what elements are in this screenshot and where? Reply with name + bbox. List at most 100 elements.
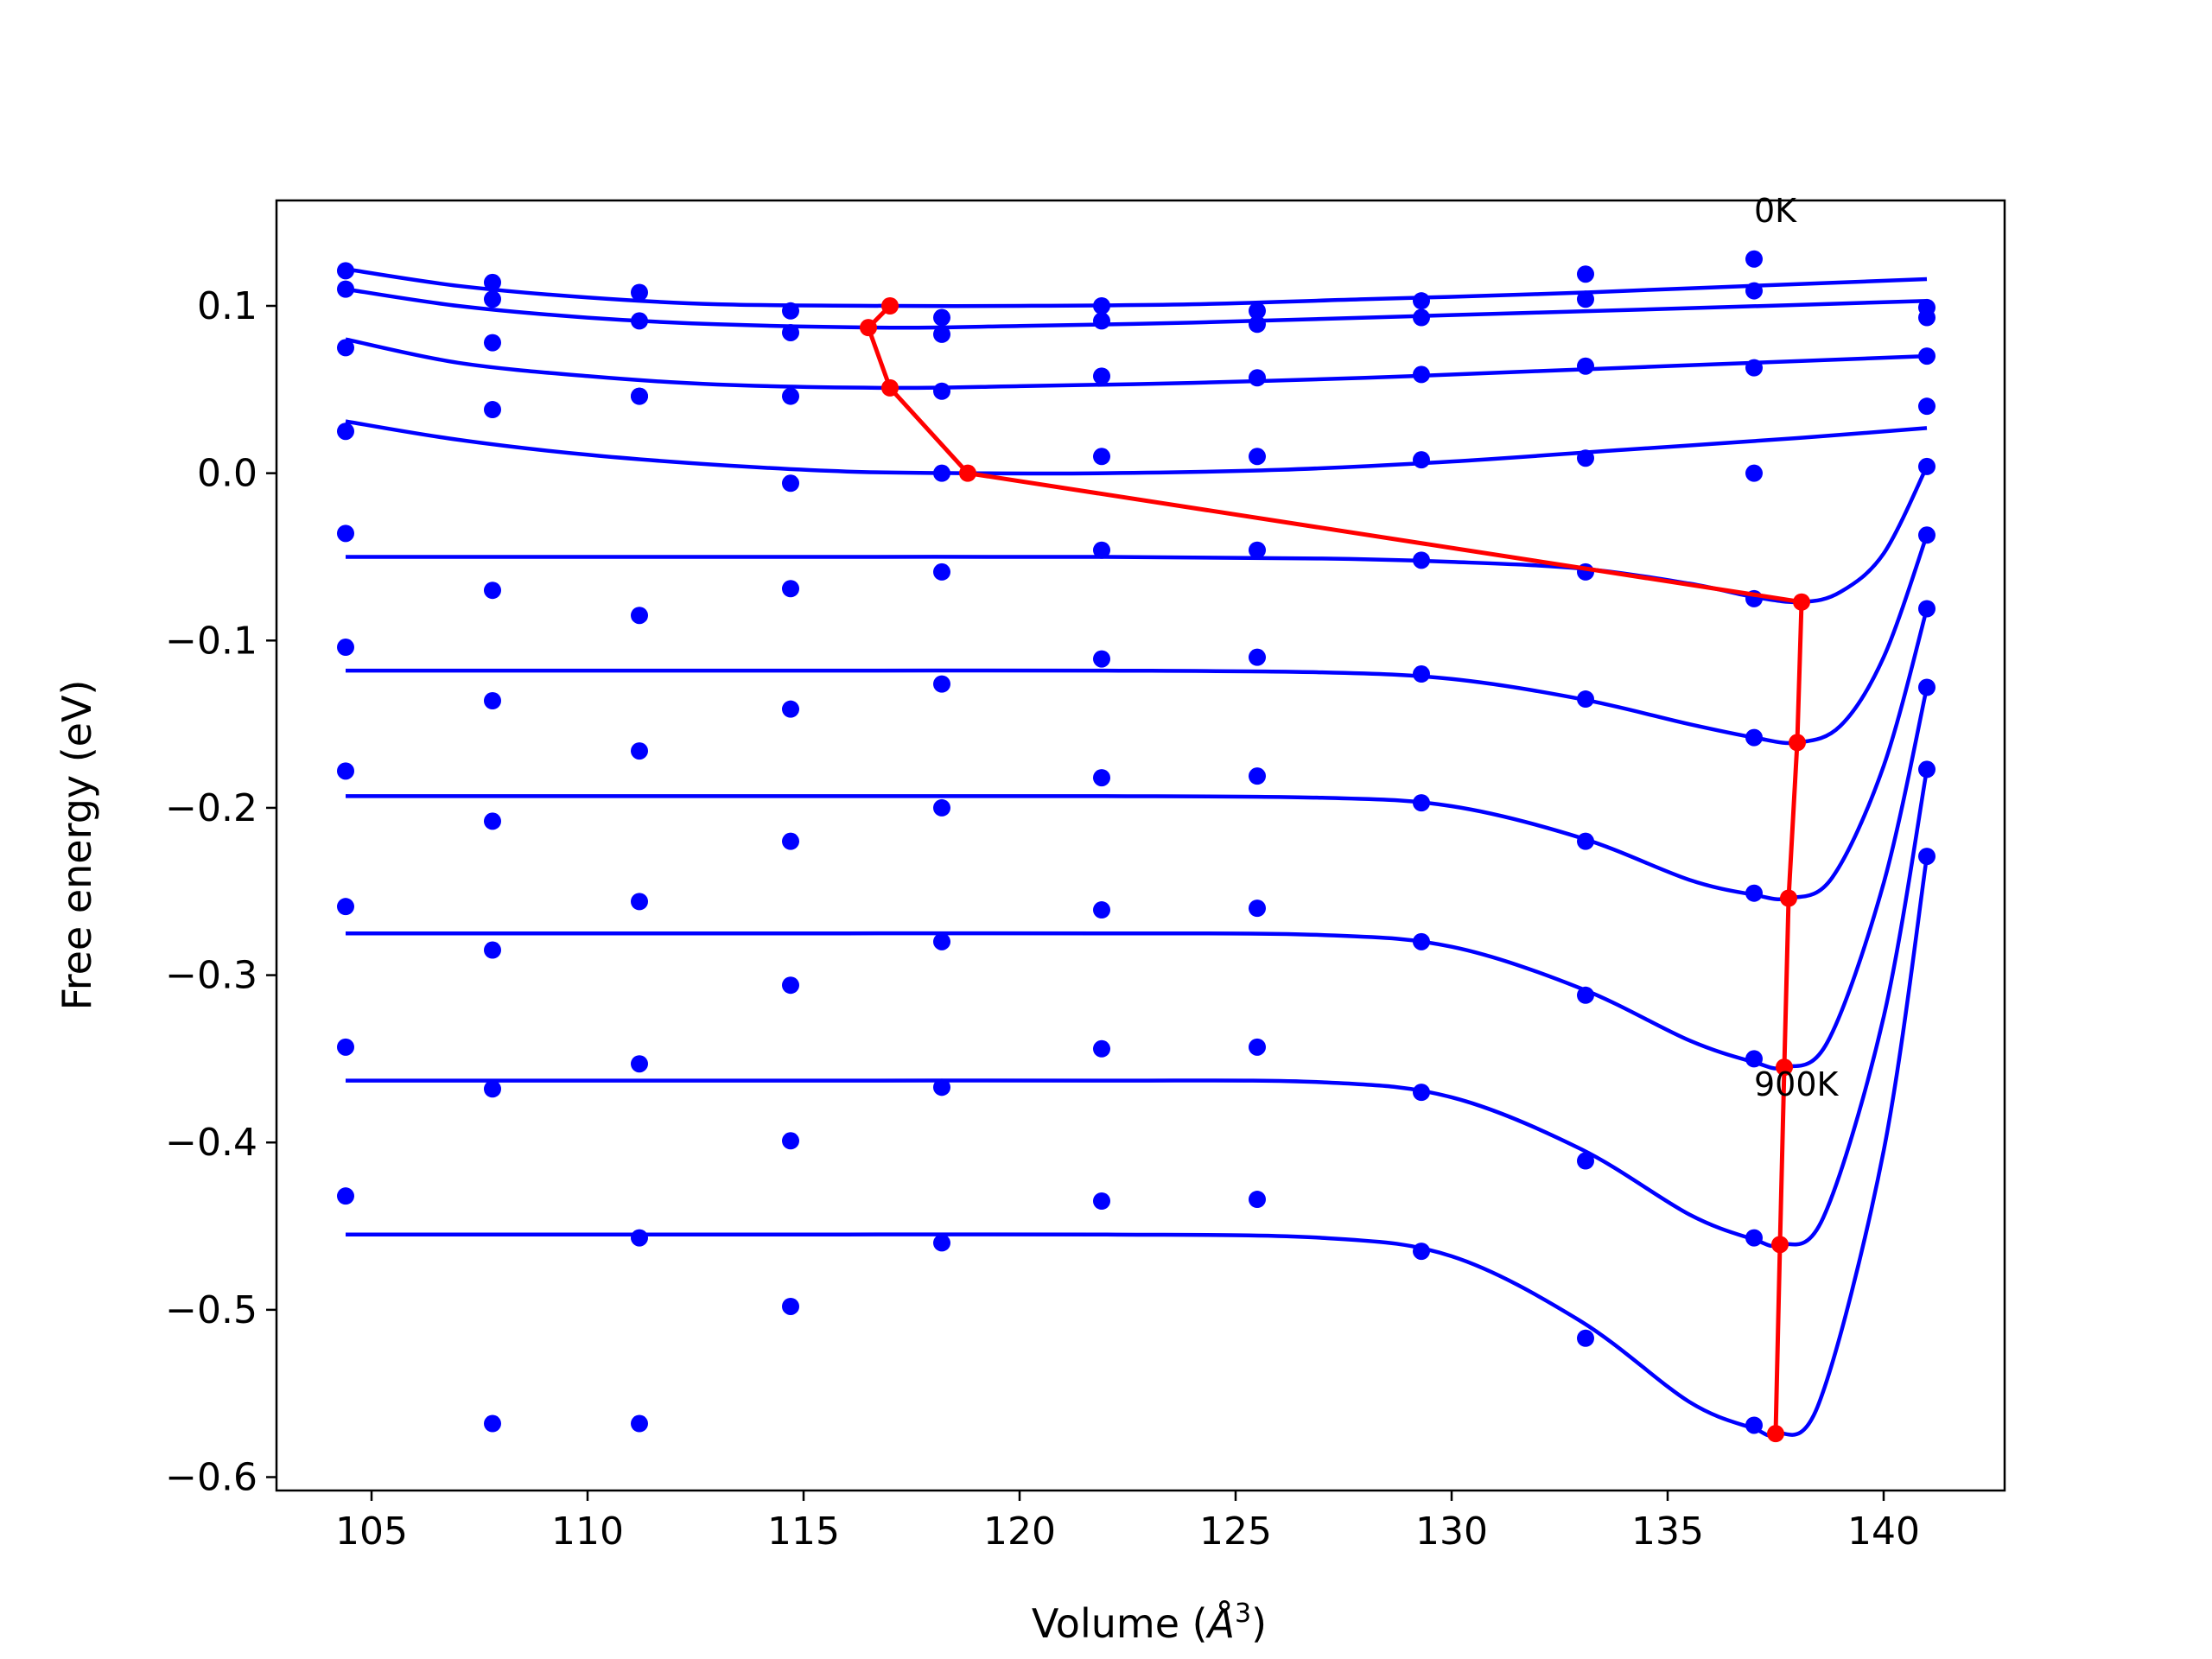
fit-curve-3 <box>345 419 1928 476</box>
data-point-9-3 <box>782 1297 799 1315</box>
data-point-5-6 <box>1249 648 1266 666</box>
data-point-3-6 <box>1249 448 1266 466</box>
data-point-4-4 <box>933 563 950 581</box>
data-point-0-6 <box>1249 302 1266 320</box>
y-tick-label-0: 0.1 <box>197 284 257 328</box>
data-point-5-8 <box>1577 690 1594 709</box>
minima-line <box>860 296 1810 1443</box>
data-point-0-0 <box>337 262 354 280</box>
x-tick-label-135: 135 <box>1631 1510 1704 1554</box>
data-point-2-8 <box>1577 357 1594 375</box>
minimum-point-0 <box>881 296 899 315</box>
minimum-point-5 <box>1789 734 1806 752</box>
data-point-8-10 <box>1918 760 1936 779</box>
data-point-5-10 <box>1918 526 1936 544</box>
data-point-0-2 <box>631 283 648 302</box>
data-point-4-10 <box>1918 457 1936 475</box>
data-point-7-4 <box>933 932 950 950</box>
data-point-1-10 <box>1918 308 1936 327</box>
data-point-5-9 <box>1745 728 1763 747</box>
data-point-4-2 <box>631 607 648 625</box>
data-point-3-0 <box>337 423 354 441</box>
data-point-6-9 <box>1745 884 1763 902</box>
x-tick-label-110: 110 <box>551 1510 624 1554</box>
data-point-6-10 <box>1918 600 1936 618</box>
y-tick-label-1: 0.0 <box>197 452 257 496</box>
data-point-6-7 <box>1413 794 1430 812</box>
data-point-7-2 <box>631 1055 648 1073</box>
y-tick-label-7: −0.6 <box>165 1456 257 1500</box>
x-axis: 105 110 115 120 125 130 135 140 <box>335 1491 1920 1554</box>
fit-curve-9 <box>346 855 1929 1438</box>
y-tick-label-6: −0.5 <box>165 1288 257 1332</box>
data-point-6-2 <box>631 893 648 911</box>
data-point-4-1 <box>484 582 501 600</box>
data-point-6-3 <box>782 832 799 850</box>
data-point-3-4 <box>933 464 950 482</box>
data-point-2-9 <box>1745 359 1763 377</box>
data-point-9-10 <box>1918 848 1936 866</box>
data-point-6-1 <box>484 812 501 830</box>
data-point-9-2 <box>631 1414 648 1433</box>
x-axis-label: Volume (Å3) <box>1032 1599 1267 1647</box>
y-axis-label: Free energy (eV) <box>54 680 100 1011</box>
fit-curve-1 <box>345 287 1928 330</box>
minimum-point-6 <box>1780 889 1797 907</box>
data-point-2-7 <box>1413 365 1430 384</box>
x-tick-label-115: 115 <box>767 1510 840 1554</box>
fit-curve-2 <box>345 337 1928 391</box>
annotations: 0K 900K <box>1754 192 1840 1103</box>
y-axis: 0.1 0.0 −0.1 −0.2 −0.3 −0.4 −0.5 −0.6 <box>165 284 276 1500</box>
data-point-8-1 <box>484 1080 501 1098</box>
minimum-point-7 <box>1776 1058 1793 1077</box>
data-point-7-3 <box>782 976 799 995</box>
data-point-5-3 <box>782 700 799 718</box>
data-point-8-5 <box>1093 1039 1110 1058</box>
data-point-4-5 <box>1093 541 1110 559</box>
data-point-8-7 <box>1413 1084 1430 1102</box>
data-point-2-5 <box>1093 367 1110 385</box>
fit-curve-7 <box>345 687 1929 1071</box>
data-point-7-7 <box>1413 932 1430 950</box>
data-point-6-4 <box>933 798 950 817</box>
y-tick-label-2: −0.1 <box>165 619 257 663</box>
data-point-1-1 <box>484 290 501 308</box>
data-point-7-5 <box>1093 901 1110 919</box>
data-point-9-9 <box>1745 1416 1763 1434</box>
data-point-1-4 <box>933 325 950 343</box>
data-point-0-4 <box>933 308 950 327</box>
data-point-7-6 <box>1249 899 1266 918</box>
data-point-4-3 <box>782 580 799 598</box>
data-point-2-6 <box>1249 369 1266 387</box>
data-point-8-3 <box>782 1132 799 1150</box>
x-axis-label-exponent: 3 <box>1235 1599 1251 1629</box>
data-point-3-1 <box>484 401 501 419</box>
data-point-7-1 <box>484 941 501 959</box>
x-axis-label-text: Volume ( <box>1032 1600 1208 1647</box>
x-axis-label-unit: Å <box>1205 1600 1235 1647</box>
data-point-6-5 <box>1093 769 1110 787</box>
data-point-0-5 <box>1093 296 1110 315</box>
data-point-0-3 <box>782 302 799 320</box>
plot-frame <box>275 199 2006 1492</box>
data-point-9-0 <box>337 1187 354 1205</box>
data-point-1-8 <box>1577 290 1594 308</box>
data-point-1-0 <box>337 280 354 298</box>
data-point-6-6 <box>1249 767 1266 785</box>
data-point-3-7 <box>1413 451 1430 469</box>
data-point-5-4 <box>933 675 950 693</box>
data-point-3-3 <box>782 474 799 493</box>
data-point-9-6 <box>1249 1191 1266 1209</box>
data-point-1-7 <box>1413 308 1430 327</box>
y-tick-label-3: −0.2 <box>165 786 257 830</box>
data-point-9-7 <box>1413 1243 1430 1261</box>
data-point-3-5 <box>1093 448 1110 466</box>
x-tick-label-120: 120 <box>983 1510 1056 1554</box>
data-point-2-3 <box>782 387 799 405</box>
data-point-9-8 <box>1577 1329 1594 1347</box>
data-point-2-1 <box>484 334 501 352</box>
data-point-4-7 <box>1413 551 1430 569</box>
data-point-3-2 <box>631 387 648 405</box>
data-point-8-6 <box>1249 1038 1266 1056</box>
